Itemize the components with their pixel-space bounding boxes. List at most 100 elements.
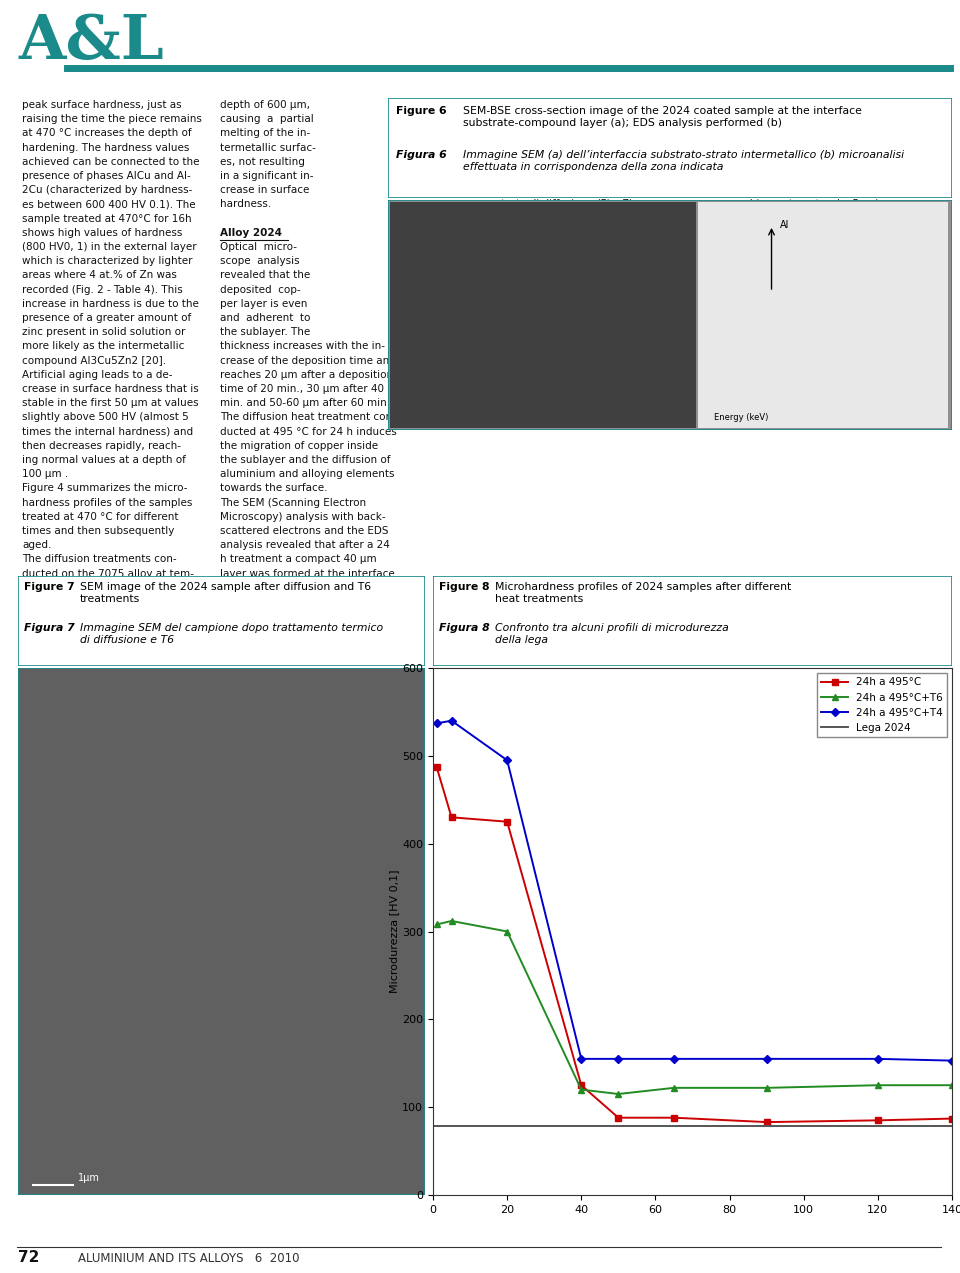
Line: 24h a 495°C: 24h a 495°C: [434, 764, 955, 1125]
Text: Conclusioni: Conclusioni: [725, 299, 792, 309]
Text: compound Al3Cu5Zn2 [20].: compound Al3Cu5Zn2 [20].: [22, 355, 166, 365]
Text: crease in surface hardness that is: crease in surface hardness that is: [22, 384, 199, 395]
Text: diffusione pluristratificata com-: diffusione pluristratificata com-: [725, 355, 888, 365]
Legend: 24h a 495°C, 24h a 495°C+T6, 24h a 495°C+T4, Lega 2024: 24h a 495°C, 24h a 495°C+T6, 24h a 495°C…: [817, 673, 947, 737]
Text: trato in letteratura, è stato regi-: trato in letteratura, è stato regi-: [725, 157, 892, 167]
24h a 495°C: [431, 760, 443, 775]
Text: mente la durezza della lega è ri-: mente la durezza della lega è ri-: [725, 214, 893, 224]
Text: strato un maggior indurimento: strato un maggior indurimento: [725, 171, 885, 181]
Text: causing  a  partial: causing a partial: [220, 115, 314, 125]
Text: Microhardness profiles of 2024 samples after different
heat treatments: Microhardness profiles of 2024 samples a…: [495, 582, 791, 603]
24h a 495°C+T4: [612, 1051, 624, 1067]
Text: time of 20 min., 30 μm after 40: time of 20 min., 30 μm after 40: [220, 384, 384, 395]
Text: per layer is even: per layer is even: [220, 299, 307, 309]
Text: ne rivestito porta ad un’affina-: ne rivestito porta ad un’affina-: [495, 143, 654, 153]
24h a 495°C+T6: [445, 913, 457, 928]
Text: strato di diffusione (Fig. 7).: strato di diffusione (Fig. 7).: [495, 200, 636, 209]
Text: times and then subsequently: times and then subsequently: [22, 526, 175, 536]
24h a 495°C+T4: [947, 1053, 958, 1068]
Text: raising the time the piece remains: raising the time the piece remains: [22, 115, 202, 125]
24h a 495°C+T6: [612, 1086, 624, 1101]
Text: 140 HV0,1 dopo invecchiamen-: 140 HV0,1 dopo invecchiamen-: [725, 256, 888, 266]
Text: shows high values of hardness: shows high values of hardness: [22, 228, 182, 238]
24h a 495°C: [947, 1111, 958, 1127]
24h a 495°C: [501, 813, 513, 829]
Text: in a significant in-: in a significant in-: [220, 171, 314, 181]
Text: SEM-BSE cross-section image of the 2024 coated sample at the interface
substrate: SEM-BSE cross-section image of the 2024 …: [463, 106, 862, 127]
Text: 1μm: 1μm: [78, 1172, 100, 1183]
Text: L’elevata  durezza  superficiale: L’elevata durezza superficiale: [495, 285, 655, 294]
24h a 495°C+T6: [761, 1081, 773, 1096]
Text: 100 μm .: 100 μm .: [22, 470, 68, 479]
Text: es between 600 400 HV 0.1). The: es between 600 400 HV 0.1). The: [22, 200, 196, 209]
24h a 495°C+T6: [501, 924, 513, 939]
24h a 495°C+T4: [761, 1051, 773, 1067]
Text: microdurezza, come già riscon-: microdurezza, come già riscon-: [725, 143, 888, 153]
Bar: [698, 202, 948, 428]
24h a 495°C: [668, 1110, 680, 1125]
24h a 495°C+T4: [445, 713, 457, 728]
Text: the sublayer. The: the sublayer. The: [220, 327, 310, 337]
Text: then decreases rapidly, reach-: then decreases rapidly, reach-: [22, 440, 181, 451]
Text: Il trattamento termico di invec-: Il trattamento termico di invec-: [495, 115, 658, 125]
Text: Figure 4 summarizes the micro-: Figure 4 summarizes the micro-: [22, 484, 187, 494]
Text: slightly above 500 HV (almost 5: slightly above 500 HV (almost 5: [22, 412, 189, 423]
Text: tempra+invecchiamento   sono: tempra+invecchiamento sono: [495, 256, 660, 266]
Text: min. and 50-60 μm after 60 min.: min. and 50-60 μm after 60 min.: [220, 398, 390, 409]
Text: Figure 6: Figure 6: [396, 106, 446, 116]
Text: revealed that the: revealed that the: [220, 270, 310, 280]
Text: termetallic surfac-: termetallic surfac-: [220, 143, 316, 153]
Text: i trattamenti di diffusione e di: i trattamenti di diffusione e di: [495, 242, 650, 252]
Text: h treatment a compact 40 μm: h treatment a compact 40 μm: [220, 555, 376, 564]
Text: sample treated at 470°C for 16h: sample treated at 470°C for 16h: [22, 214, 192, 224]
24h a 495°C: [576, 1077, 588, 1092]
Text: increase in hardness is due to the: increase in hardness is due to the: [22, 299, 199, 309]
Text: at 470 °C increases the depth of: at 470 °C increases the depth of: [22, 129, 192, 139]
24h a 495°C: [445, 810, 457, 825]
Text: Per quanto riguarda le prove di: Per quanto riguarda le prove di: [725, 129, 887, 139]
Text: Nel caso della lega 7075 il trat-: Nel caso della lega 7075 il trat-: [725, 313, 888, 323]
Text: zinc present in solid solution or: zinc present in solid solution or: [22, 327, 185, 337]
Text: thickness increases with the in-: thickness increases with the in-: [220, 341, 385, 351]
Text: Figura 7: Figura 7: [24, 622, 75, 633]
Text: The diffusion treatments con-: The diffusion treatments con-: [22, 555, 177, 564]
Text: Figura 6: Figura 6: [396, 150, 446, 160]
Text: depth of 600 μm,: depth of 600 μm,: [220, 101, 310, 109]
Text: more likely as the intermetallic: more likely as the intermetallic: [22, 341, 184, 351]
24h a 495°C+T4: [872, 1051, 883, 1067]
Text: treated at 470 °C for different: treated at 470 °C for different: [22, 512, 179, 522]
Text: melting of the in-: melting of the in-: [220, 129, 310, 139]
Text: crease of the deposition time and: crease of the deposition time and: [220, 355, 396, 365]
Text: es, not resulting: es, not resulting: [220, 157, 305, 167]
Text: scattered electrons and the EDS: scattered electrons and the EDS: [220, 526, 389, 536]
Text: ducted at 495 °C for 24 h induces: ducted at 495 °C for 24 h induces: [220, 426, 396, 437]
24h a 495°C+T6: [947, 1077, 958, 1092]
Text: layer was formed at the interface: layer was formed at the interface: [220, 569, 395, 579]
Text: sce all’indurimento di tale zona.: sce all’indurimento di tale zona.: [725, 115, 892, 125]
Text: riportate nella figura 8.: riportate nella figura 8.: [495, 270, 615, 280]
24h a 495°C+T6: [576, 1082, 588, 1097]
Text: tamento termico a 470 °C indu-: tamento termico a 470 °C indu-: [725, 327, 891, 337]
Text: tuate sui campioni prima e dopo: tuate sui campioni prima e dopo: [495, 228, 664, 238]
24h a 495°C+T6: [431, 917, 443, 932]
Line: 24h a 495°C+T6: 24h a 495°C+T6: [434, 918, 955, 1097]
Text: the sublayer and the diffusion of: the sublayer and the diffusion of: [220, 454, 391, 465]
Text: 400-600   HV0,1.)   L’invecchia-: 400-600 HV0,1.) L’invecchia-: [495, 355, 657, 365]
Text: ing normal values at a depth of: ing normal values at a depth of: [22, 454, 186, 465]
Text: between the sublayer and layer: between the sublayer and layer: [220, 583, 386, 593]
Text: to naturale T4.: to naturale T4.: [725, 270, 802, 280]
Text: aged.: aged.: [22, 540, 52, 550]
Text: of undiffused deposited copper,: of undiffused deposited copper,: [220, 597, 387, 607]
Text: The SEM (Scanning Electron: The SEM (Scanning Electron: [220, 498, 366, 508]
Text: sultata di 78 HV0,1 non trattata,: sultata di 78 HV0,1 non trattata,: [725, 228, 894, 238]
Text: zione dei precipitati all’interno: zione dei precipitati all’interno: [495, 157, 654, 167]
Text: Alloy 2024: Alloy 2024: [220, 228, 282, 238]
Text: Immagine SEM del campione dopo trattamento termico
di diffusione e T6: Immagine SEM del campione dopo trattamen…: [80, 622, 383, 644]
Text: towards the surface.: towards the surface.: [220, 484, 327, 494]
Text: hardness.: hardness.: [220, 200, 272, 209]
Text: hardening. The hardness values: hardening. The hardness values: [22, 143, 189, 153]
24h a 495°C+T4: [431, 715, 443, 731]
Text: Le analisi di microdurezza effet-: Le analisi di microdurezza effet-: [495, 214, 661, 224]
Text: nel campione sottoposto ad in-: nel campione sottoposto ad in-: [725, 185, 886, 195]
Text: alla presenza della fase inter-: alla presenza della fase inter-: [495, 313, 648, 323]
